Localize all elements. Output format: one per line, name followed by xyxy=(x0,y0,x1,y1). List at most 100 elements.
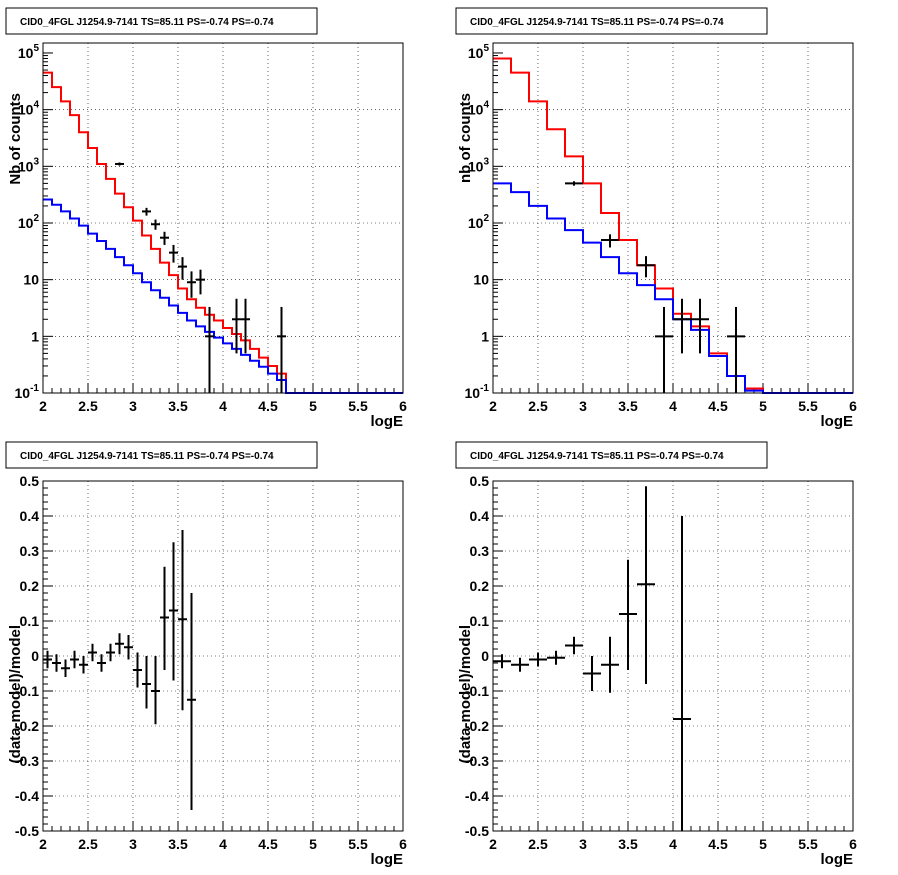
plot-frame xyxy=(42,42,404,394)
data-point xyxy=(79,656,88,674)
x-tick-label: 4.5 xyxy=(708,398,728,414)
y-tick-label: 1 xyxy=(481,328,489,344)
y-axis-title: Nb of counts xyxy=(7,93,24,185)
x-tick-label: 2.5 xyxy=(78,398,98,414)
data-point xyxy=(124,635,133,660)
x-tick-label: 6 xyxy=(849,398,857,414)
y-tick-label: 10-1 xyxy=(465,383,490,401)
data-point xyxy=(142,207,151,216)
chart-title-box: CID0_4FGL J1254.9-7141 TS=85.11 PS=-0.74… xyxy=(5,7,318,35)
y-tick-label: 0.5 xyxy=(470,473,490,489)
x-tick-label: 3 xyxy=(129,398,137,414)
data-point xyxy=(160,231,169,245)
x-tick-label: 3 xyxy=(579,836,587,852)
y-tick-label: -0.2 xyxy=(465,718,489,734)
data-point xyxy=(493,654,511,669)
plot-frame-border xyxy=(492,480,854,832)
chart-title: CID0_4FGL J1254.9-7141 TS=85.11 PS=-0.74… xyxy=(470,17,724,28)
title-box-border xyxy=(455,441,768,469)
y-tick-label: 103 xyxy=(18,156,40,174)
chart-title-box: CID0_4FGL J1254.9-7141 TS=85.11 PS=-0.74… xyxy=(455,441,768,469)
data-point xyxy=(196,269,205,295)
y-tick-label: 102 xyxy=(18,213,40,231)
data-point xyxy=(691,298,709,354)
y-tick-label: 103 xyxy=(468,156,490,174)
data-point xyxy=(637,256,655,278)
y-tick-label: 0 xyxy=(481,648,489,664)
chart-title: CID0_4FGL J1254.9-7141 TS=85.11 PS=-0.74… xyxy=(20,451,274,462)
y-tick-label: 0.2 xyxy=(470,578,490,594)
data-point xyxy=(529,652,547,667)
data-point xyxy=(133,652,142,688)
y-tick-label: -0.2 xyxy=(15,718,39,734)
data-point xyxy=(115,162,124,166)
model-total-step-line xyxy=(493,57,853,394)
x-tick-label: 3.5 xyxy=(618,398,638,414)
title-box-border xyxy=(455,7,768,35)
data-point xyxy=(160,566,169,670)
data-point xyxy=(169,244,178,263)
y-tick-label: 0.4 xyxy=(20,508,40,524)
data-point xyxy=(115,633,124,655)
x-tick-label: 5 xyxy=(759,836,767,852)
x-tick-label: 3.5 xyxy=(618,836,638,852)
data-point xyxy=(619,559,637,670)
y-axis-title: (data-model)/model xyxy=(457,625,474,763)
model-source-step-line xyxy=(493,182,853,394)
data-point xyxy=(601,636,619,693)
data-point xyxy=(241,298,250,354)
data-point xyxy=(727,306,745,393)
x-tick-label: 5.5 xyxy=(798,836,818,852)
plot-frame-border xyxy=(42,42,404,394)
y-tick-label: 10 xyxy=(23,272,39,288)
data-point xyxy=(43,650,52,669)
y-tick-label: 10 xyxy=(473,272,489,288)
y-tick-label: 10-1 xyxy=(15,383,40,401)
x-tick-label: 2.5 xyxy=(78,836,98,852)
x-tick-label: 4.5 xyxy=(258,398,278,414)
y-tick-label: 0 xyxy=(31,648,39,664)
y-tick-label: -0.1 xyxy=(465,683,489,699)
chart-title: CID0_4FGL J1254.9-7141 TS=85.11 PS=-0.74… xyxy=(20,17,274,28)
plot-frame-border xyxy=(42,480,404,832)
chart-panel-3: 2 2.5 3 3.5 4 4.5 5 5.5 6 -0.5 -0.4 -0.3 -0.2 -0.1 0 0.… xyxy=(5,441,407,868)
y-tick-label: -0.4 xyxy=(15,788,39,804)
y-tick-label: 0.3 xyxy=(470,543,490,559)
x-tick-label: 2.5 xyxy=(528,398,548,414)
chart-panel-1: 2 2.5 3 3.5 4 4.5 5 5.5 6 10-1 1 10 102 103 104 105 logE… xyxy=(5,7,407,430)
data-point xyxy=(169,542,178,681)
data-points xyxy=(565,181,745,393)
chart-title: CID0_4FGL J1254.9-7141 TS=85.11 PS=-0.74… xyxy=(470,451,724,462)
x-tick-label: 2 xyxy=(489,398,497,414)
y-tick-label: 104 xyxy=(18,100,40,118)
y-tick-label: -0.1 xyxy=(15,683,39,699)
y-tick-label: 102 xyxy=(468,213,490,231)
x-tick-label: 2 xyxy=(39,398,47,414)
data-point xyxy=(583,656,601,691)
plot-frame-border xyxy=(492,42,854,394)
x-tick-label: 5.5 xyxy=(798,398,818,414)
data-point xyxy=(655,306,673,393)
data-point xyxy=(88,643,97,662)
data-point xyxy=(97,654,106,672)
x-tick-label: 4 xyxy=(219,398,227,414)
y-tick-label: 0.5 xyxy=(20,473,40,489)
x-tick-label: 4.5 xyxy=(258,836,278,852)
data-point xyxy=(565,181,583,186)
title-box-border xyxy=(5,441,318,469)
data-point xyxy=(187,593,196,810)
y-tick-label: 1 xyxy=(31,328,39,344)
data-point xyxy=(61,659,70,677)
data-point xyxy=(151,656,160,725)
x-tick-label: 2.5 xyxy=(528,836,548,852)
data-point xyxy=(106,643,115,662)
x-tick-label: 5.5 xyxy=(348,836,368,852)
y-tick-label: -0.5 xyxy=(465,823,489,839)
data-point xyxy=(565,636,583,655)
y-tick-label: 104 xyxy=(468,100,490,118)
x-tick-label: 4 xyxy=(669,836,677,852)
title-box-border xyxy=(5,7,318,35)
x-tick-label: 3.5 xyxy=(168,836,188,852)
y-tick-label: -0.5 xyxy=(15,823,39,839)
y-tick-label: -0.4 xyxy=(465,788,489,804)
